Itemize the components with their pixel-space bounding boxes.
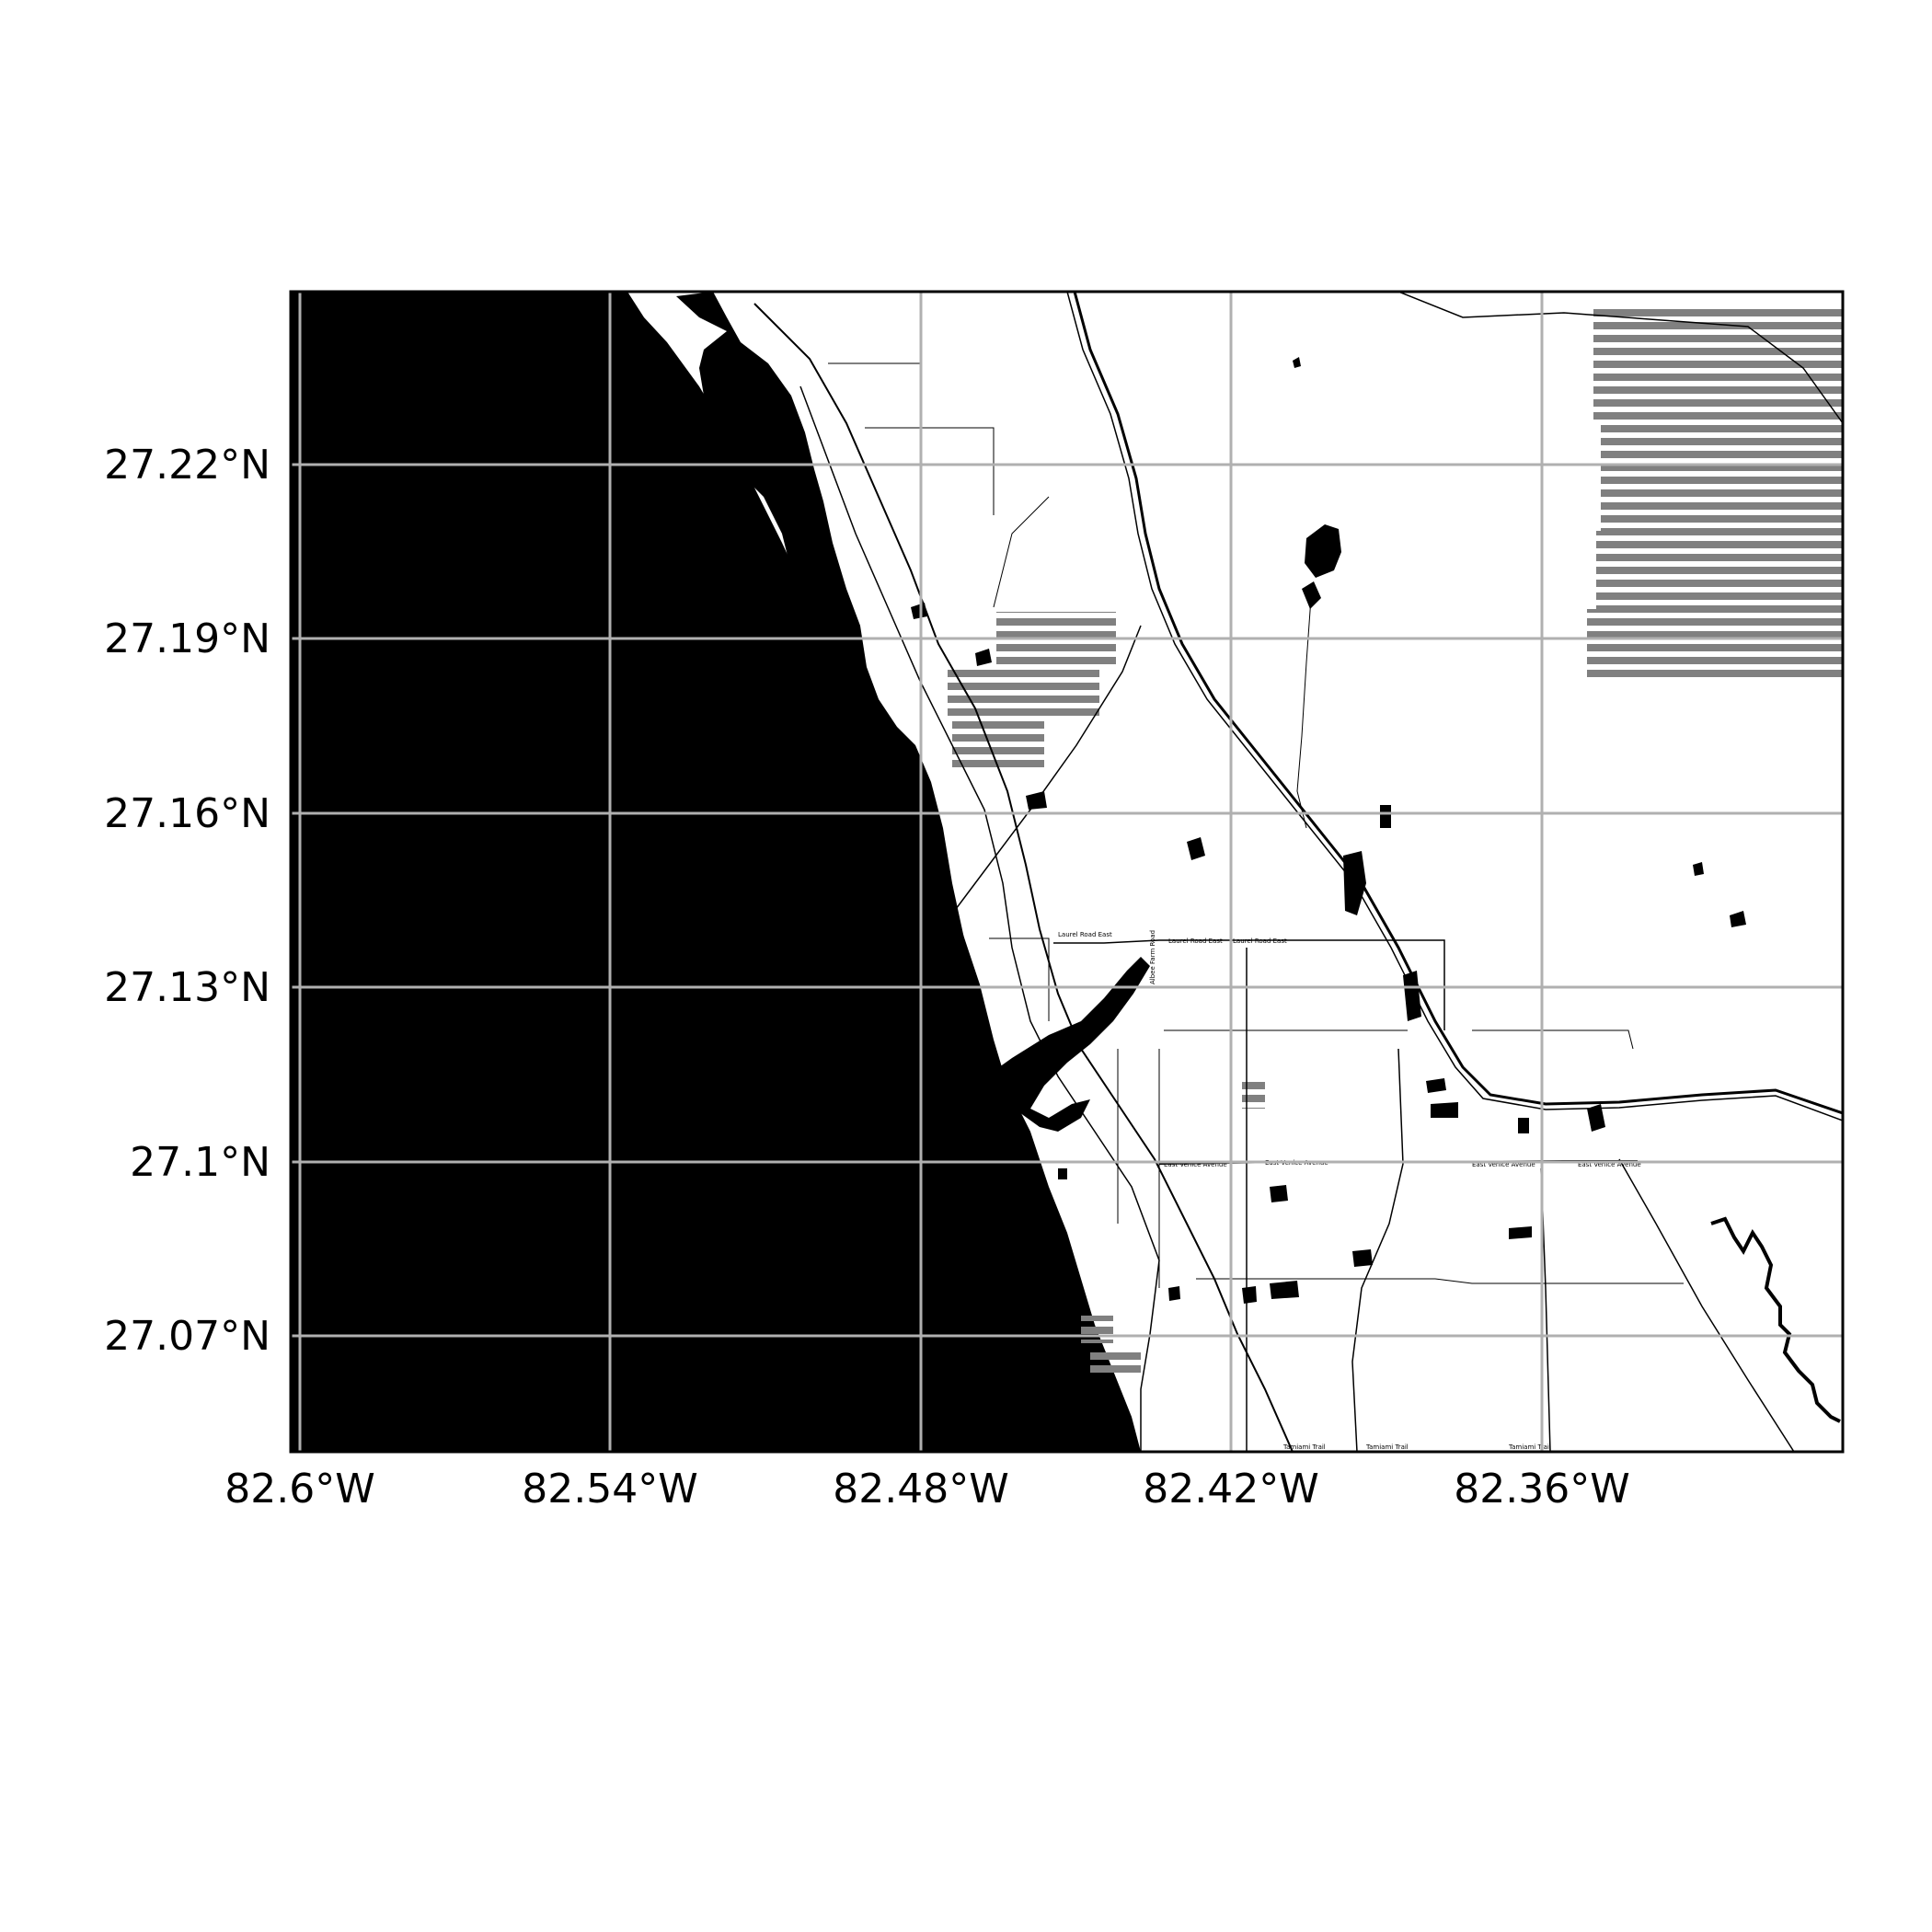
y-tick-label: 27.19°N [104,615,270,662]
northeast-road [1397,292,1843,424]
road-label: East Venice Avenue [1164,1161,1227,1168]
grid-road-i [993,496,1050,608]
hatched-areas [948,305,1843,1375]
road-label: East Venice Avenue [1472,1161,1535,1168]
road-label: Laurel Road East [1233,937,1287,945]
x-tick-label: 82.36°W [1454,1466,1629,1512]
y-tick-label: 27.07°N [104,1313,270,1360]
coastal-road [799,385,1160,1452]
laurel-road [1053,939,1445,1030]
interstate-75 [1073,292,1843,1115]
x-tick-label: 82.6°W [224,1466,374,1512]
y-tick-label: 27.1°N [130,1139,270,1186]
x-tick-label: 82.54°W [522,1466,697,1512]
gridlines [291,292,1843,1452]
road-label: Albee Farm Road [1149,930,1156,984]
y-tick-label: 27.13°N [104,964,270,1011]
road-label: Tamiami Trail [1282,1443,1326,1451]
grid-road-d [1472,1029,1634,1050]
x-axis-labels: 82.6°W 82.54°W 82.48°W 82.42°W 82.36°W [224,1466,1629,1512]
inlet-water [980,957,1150,1132]
y-axis-labels: 27.22°N 27.19°N 27.16°N 27.13°N 27.1°N 2… [104,442,270,1360]
x-tick-label: 82.48°W [833,1466,1008,1512]
grid-road-g [989,937,1050,1021]
y-tick-label: 27.16°N [104,790,270,837]
road-label: East Venice Avenue [1578,1161,1641,1168]
connector-road [919,625,1142,958]
map-area[interactable]: Laurel Road East Laurel Road East Laurel… [291,292,1843,1452]
lake-road [1296,597,1312,829]
north-south-road-2 [1351,1048,1404,1452]
creek [1710,1216,1841,1423]
x-tick-label: 82.42°W [1143,1466,1318,1512]
y-tick-label: 27.22°N [104,442,270,489]
grid-road-e [865,427,995,515]
eastern-diagonal [1618,1158,1795,1452]
map-frame [289,290,1845,1454]
road-label: Laurel Road East [1168,937,1223,945]
interstate-75-parallel [1066,292,1843,1121]
road-label: Laurel Road East [1058,931,1112,938]
grid-road-c [1196,1278,1684,1284]
road-label: Tamiami Trail [1365,1443,1409,1451]
road-label: Tamiami Trail [1508,1443,1551,1451]
lagoon-water [676,292,984,1030]
